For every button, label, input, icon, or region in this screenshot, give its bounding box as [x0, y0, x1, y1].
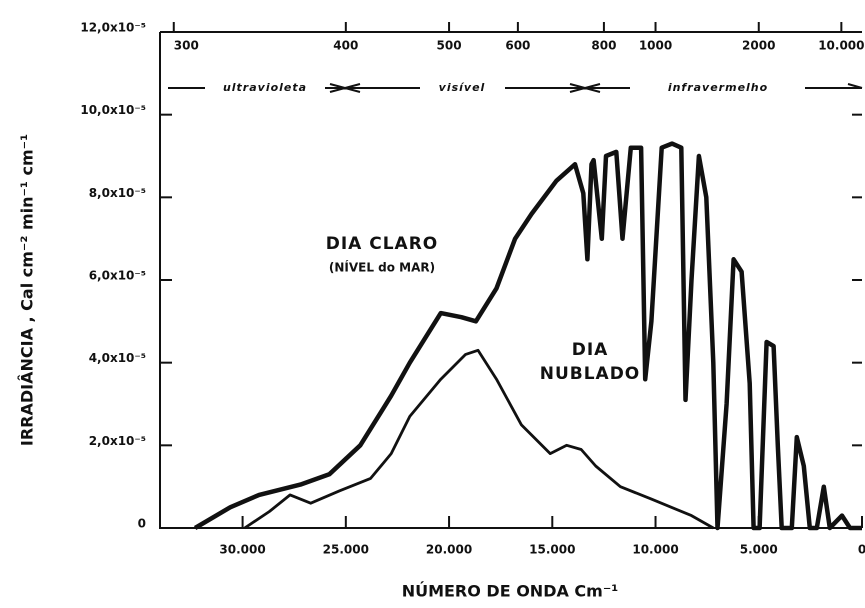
- y-tick-label: 0: [138, 517, 146, 531]
- x2-tick-label: 600: [505, 39, 530, 53]
- x-tick-label: 20.000: [426, 543, 472, 557]
- y-tick-label: 10,0x10⁻⁵: [80, 103, 146, 117]
- annotation: (NÍVEL do MAR): [329, 260, 435, 275]
- annotation: DIA CLARO: [326, 234, 439, 254]
- y-tick-label: 8,0x10⁻⁵: [89, 186, 146, 200]
- region-label: ultravioleta: [223, 81, 307, 94]
- y-tick-label: 2,0x10⁻⁵: [89, 434, 146, 448]
- y-tick-label: 12,0x10⁻⁵: [80, 21, 146, 35]
- label-bg: [630, 80, 805, 96]
- y-tick-label: 4,0x10⁻⁵: [89, 351, 146, 365]
- x-tick-label: 25.000: [323, 543, 369, 557]
- x2-tick-label: 10.000: [818, 39, 864, 53]
- x-tick-label: 30.000: [219, 543, 265, 557]
- x-tick-label: 0: [858, 543, 865, 557]
- region-label: visível: [439, 81, 486, 94]
- x2-tick-label: 400: [333, 39, 358, 53]
- label-bg: [205, 80, 325, 96]
- y-tick-label: 6,0x10⁻⁵: [89, 269, 146, 283]
- series-line: [193, 141, 862, 531]
- x2-tick-label: 500: [437, 39, 462, 53]
- y-axis-label: IRRADIÂNCIA , Cal cm⁻² min⁻¹ cm⁻¹: [18, 134, 37, 446]
- x-tick-label: 5.000: [740, 543, 778, 557]
- annotation: NUBLADO: [540, 364, 641, 384]
- x-tick-label: 10.000: [632, 543, 678, 557]
- region-label: infravermelho: [668, 81, 768, 94]
- annotation: DIA: [572, 340, 609, 360]
- x2-tick-label: 1000: [639, 39, 672, 53]
- series-line: [243, 348, 714, 530]
- x2-tick-label: 2000: [742, 39, 775, 53]
- x-axis-label: NÚMERO DE ONDA Cm⁻¹: [402, 582, 619, 601]
- x-tick-label: 15.000: [529, 543, 575, 557]
- x2-tick-label: 300: [174, 39, 199, 53]
- label-bg: [420, 80, 505, 96]
- x2-tick-label: 800: [591, 39, 616, 53]
